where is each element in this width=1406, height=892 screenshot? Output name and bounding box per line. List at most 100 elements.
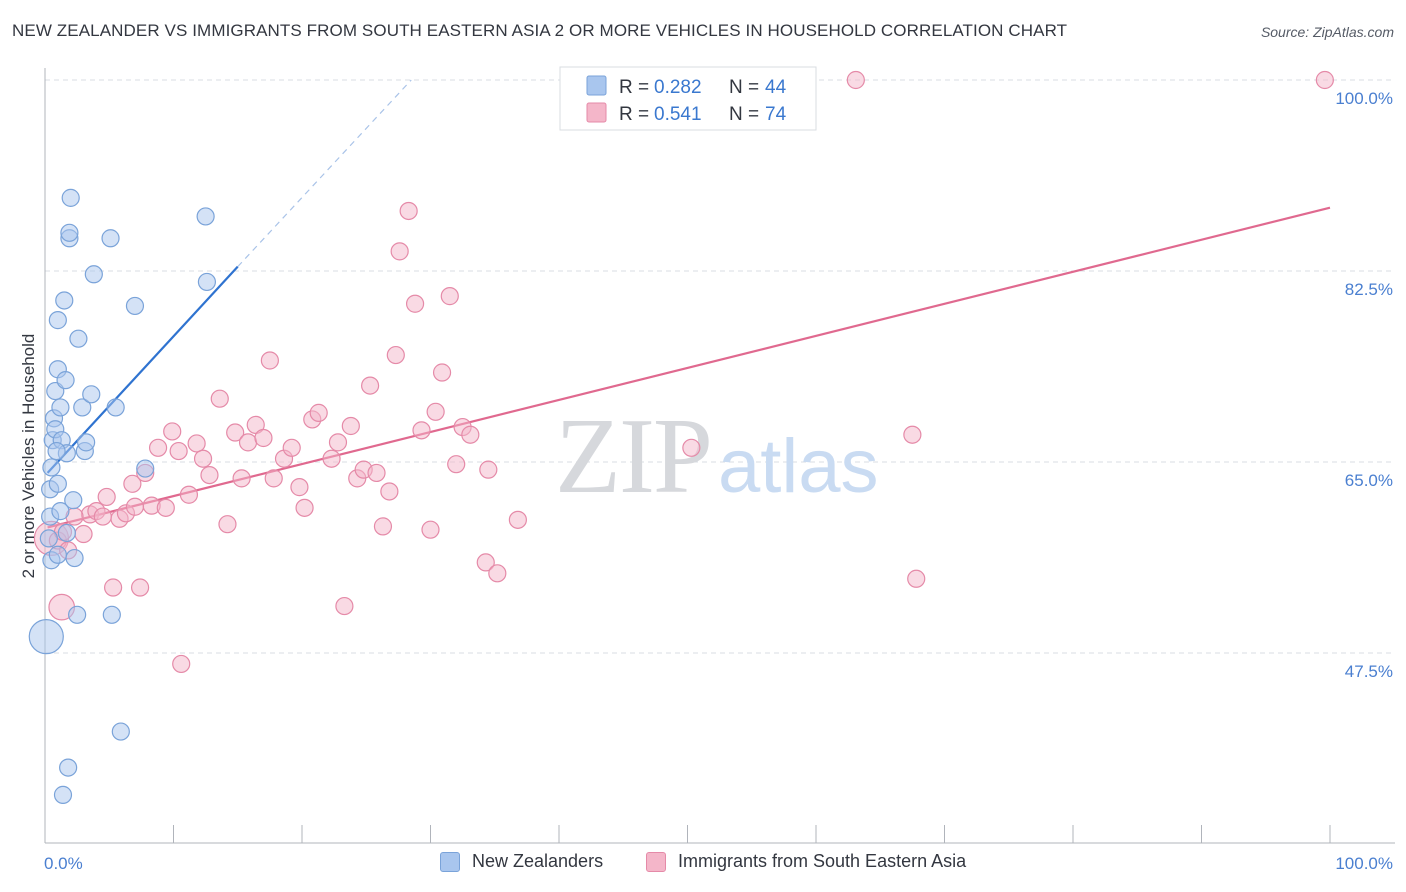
trend-line-new-zealanders	[46, 265, 239, 474]
grid-lines	[45, 79, 1395, 654]
point-new-zealander-1	[39, 529, 58, 548]
x-tick-label-0: 0.0%	[44, 854, 83, 873]
point-immigrant-25	[200, 465, 219, 485]
point-immigrant-62	[461, 425, 480, 444]
legend-n-value-1: 44	[765, 77, 787, 98]
point-new-zealander-23	[61, 188, 80, 207]
point-immigrant-70	[907, 569, 926, 588]
legend-r-value-2: 0.541	[654, 104, 702, 125]
point-new-zealander-32	[101, 229, 120, 248]
point-immigrant-57	[426, 402, 445, 421]
point-immigrant-42	[328, 433, 348, 452]
point-immigrant-32	[254, 428, 273, 448]
trend-line-immigrants	[47, 206, 1331, 529]
point-immigrant-28	[226, 423, 245, 442]
point-immigrant-67	[682, 438, 701, 457]
point-new-zealander-20	[59, 758, 78, 777]
point-immigrant-59	[440, 287, 459, 306]
point-immigrant-13	[123, 474, 142, 493]
point-new-zealander-38	[196, 207, 215, 226]
point-immigrant-66	[508, 510, 527, 529]
point-immigrant-5	[74, 524, 93, 544]
point-new-zealander-31	[84, 265, 103, 284]
point-new-zealander-0	[28, 619, 64, 655]
point-new-zealander-22	[60, 223, 79, 242]
point-new-zealander-11	[48, 311, 67, 330]
legend-n-value-2: 74	[765, 104, 787, 125]
point-immigrant-69	[903, 425, 922, 444]
point-immigrant-36	[282, 438, 301, 457]
point-new-zealander-10	[48, 545, 67, 564]
point-immigrant-26	[210, 389, 229, 408]
trend-line-new-zealanders-extension	[237, 79, 412, 268]
point-new-zealander-37	[136, 459, 155, 478]
point-immigrant-49	[373, 517, 393, 536]
point-immigrant-21	[172, 654, 191, 674]
point-immigrant-22	[179, 485, 199, 504]
point-immigrant-20	[169, 441, 188, 461]
point-immigrant-52	[390, 242, 409, 261]
point-new-zealander-33	[102, 605, 121, 624]
point-immigrant-71	[1315, 70, 1334, 90]
point-immigrant-68	[846, 70, 865, 90]
point-immigrant-55	[412, 421, 431, 440]
legend-swatch-immigrants	[646, 851, 666, 872]
point-immigrant-37	[290, 478, 309, 497]
y-axis-label: 2 or more Vehicles in Household	[19, 334, 38, 579]
point-immigrant-17	[148, 438, 168, 457]
point-new-zealander-15	[53, 785, 73, 804]
source-credit: Source: ZipAtlas.com	[1260, 24, 1394, 40]
point-new-zealander-36	[125, 296, 145, 316]
watermark-zip: ZIP	[555, 397, 711, 516]
point-immigrant-19	[163, 422, 182, 441]
chart-title: NEW ZEALANDER VS IMMIGRANTS FROM SOUTH E…	[12, 21, 1068, 40]
legend-item-immigrants[interactable]: Immigrants from South Eastern Asia	[646, 851, 966, 872]
point-immigrant-23	[187, 434, 206, 453]
legend-n-label-1: N =	[729, 77, 759, 98]
point-immigrant-53	[399, 201, 418, 221]
point-new-zealander-35	[111, 722, 130, 741]
point-immigrant-14	[130, 578, 150, 597]
x-tick-label-1: 100.0%	[1335, 854, 1393, 873]
point-immigrant-24	[193, 449, 213, 468]
point-new-zealander-34	[106, 398, 125, 417]
point-new-zealander-16	[55, 291, 74, 310]
point-new-zealander-13	[51, 398, 70, 417]
legend-item-new-zealanders[interactable]: New Zealanders	[440, 851, 603, 872]
y-tick-label-3: 100.0%	[1335, 89, 1393, 108]
point-immigrant-44	[341, 416, 360, 436]
legend-r-label-1: R =	[619, 77, 649, 98]
data-points	[28, 70, 1334, 804]
legend-swatch-blue	[586, 75, 607, 96]
axes	[44, 68, 1395, 844]
point-immigrant-30	[238, 433, 258, 452]
legend-label-immigrants: Immigrants from South Eastern Asia	[678, 851, 967, 871]
legend-box: R = 0.282 N = 44 R = 0.541 N = 74	[559, 66, 817, 131]
point-new-zealander-27	[73, 398, 92, 417]
point-immigrant-18	[156, 498, 175, 517]
watermark: ZIP atlas	[555, 397, 879, 516]
point-new-zealander-24	[65, 548, 84, 568]
point-immigrant-33	[260, 351, 279, 370]
legend-r-value-1: 0.282	[654, 77, 702, 98]
bottom-legend: New Zealanders Immigrants from South Eas…	[0, 851, 1406, 879]
point-new-zealander-43	[64, 491, 83, 510]
legend-label-new-zealanders: New Zealanders	[472, 851, 604, 871]
point-immigrant-29	[232, 469, 251, 488]
point-immigrant-47	[361, 376, 380, 395]
point-new-zealander-3	[42, 458, 61, 477]
y-tick-label-0: 47.5%	[1345, 662, 1393, 681]
point-immigrant-72	[125, 497, 145, 516]
point-new-zealander-30	[82, 385, 101, 404]
y-tick-label-1: 65.0%	[1345, 471, 1393, 490]
point-immigrant-10	[104, 578, 123, 597]
point-immigrant-9	[97, 487, 116, 507]
point-new-zealander-25	[68, 605, 87, 624]
legend-r-label-2: R =	[619, 104, 649, 125]
point-immigrant-58	[432, 363, 452, 382]
point-immigrant-60	[447, 455, 466, 474]
point-immigrant-38	[295, 498, 314, 517]
point-immigrant-34	[264, 469, 283, 488]
point-immigrant-65	[488, 564, 507, 583]
